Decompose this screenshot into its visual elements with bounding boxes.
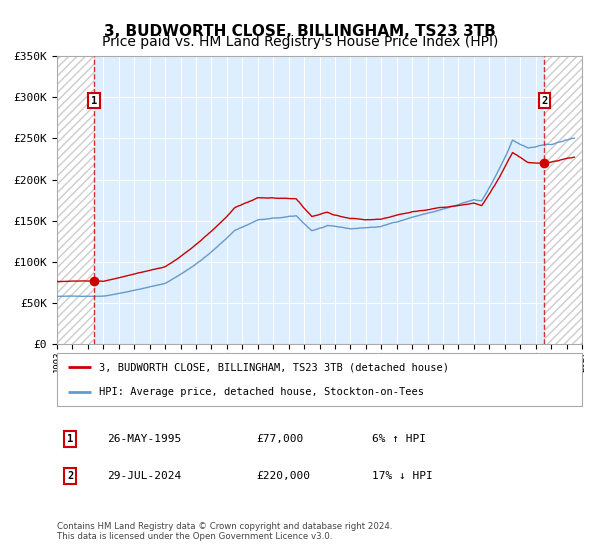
Bar xyxy=(544,56,582,344)
Text: 6% ↑ HPI: 6% ↑ HPI xyxy=(372,434,426,444)
Text: 26-MAY-1995: 26-MAY-1995 xyxy=(107,434,181,444)
Text: 3, BUDWORTH CLOSE, BILLINGHAM, TS23 3TB: 3, BUDWORTH CLOSE, BILLINGHAM, TS23 3TB xyxy=(104,24,496,39)
Text: 29-JUL-2024: 29-JUL-2024 xyxy=(107,471,181,481)
Text: 1: 1 xyxy=(91,96,97,106)
Text: 2: 2 xyxy=(67,471,73,481)
Text: 17% ↓ HPI: 17% ↓ HPI xyxy=(372,471,433,481)
Bar xyxy=(544,56,582,344)
Text: 3, BUDWORTH CLOSE, BILLINGHAM, TS23 3TB (detached house): 3, BUDWORTH CLOSE, BILLINGHAM, TS23 3TB … xyxy=(99,362,449,372)
Bar xyxy=(57,56,94,344)
Text: Price paid vs. HM Land Registry's House Price Index (HPI): Price paid vs. HM Land Registry's House … xyxy=(102,35,498,49)
Text: 1: 1 xyxy=(67,434,73,444)
Text: £220,000: £220,000 xyxy=(257,471,311,481)
Text: HPI: Average price, detached house, Stockton-on-Tees: HPI: Average price, detached house, Stoc… xyxy=(99,386,424,396)
Bar xyxy=(57,56,94,344)
Text: £77,000: £77,000 xyxy=(257,434,304,444)
Text: Contains HM Land Registry data © Crown copyright and database right 2024.
This d: Contains HM Land Registry data © Crown c… xyxy=(57,522,392,542)
Text: 2: 2 xyxy=(541,96,548,106)
